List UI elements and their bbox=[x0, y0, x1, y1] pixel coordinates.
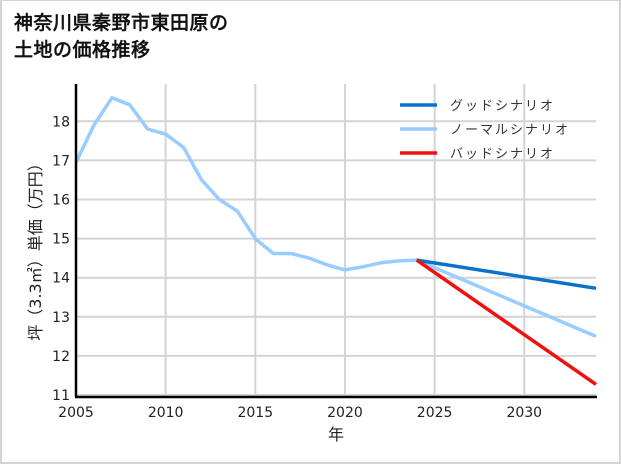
y-tick-label: 18 bbox=[52, 114, 70, 130]
chart-title: 神奈川県秦野市東田原の 土地の価格推移 bbox=[14, 10, 229, 64]
legend-label: ノーマルシナリオ bbox=[450, 123, 570, 138]
x-tick-label: 2020 bbox=[327, 405, 363, 421]
x-axis-label: 年 bbox=[328, 425, 344, 444]
chart-title-line2: 土地の価格推移 bbox=[14, 39, 151, 61]
y-axis-label: 坪（3.3㎡）単価（万円） bbox=[26, 155, 45, 340]
legend-label: グッドシナリオ bbox=[450, 99, 555, 114]
y-tick-label: 12 bbox=[52, 349, 70, 365]
y-tick-label: 13 bbox=[52, 310, 70, 326]
y-tick-label: 17 bbox=[52, 153, 70, 169]
y-tick-label: 16 bbox=[52, 193, 70, 209]
series-line bbox=[74, 96, 597, 339]
x-tick-label: 2025 bbox=[417, 405, 453, 421]
series-lines bbox=[74, 96, 597, 386]
y-tick-labels: 11 12 13 14 15 16 17 18 bbox=[52, 114, 70, 404]
x-tick-label: 2005 bbox=[58, 405, 94, 421]
y-tick-label: 11 bbox=[52, 388, 70, 404]
x-tick-label: 2015 bbox=[237, 405, 273, 421]
y-tick-label: 15 bbox=[52, 232, 70, 248]
series-line bbox=[416, 258, 597, 291]
chart-title-line1: 神奈川県秦野市東田原の bbox=[14, 12, 229, 34]
legend-label: バッドシナリオ bbox=[450, 147, 555, 162]
x-tick-label: 2010 bbox=[148, 405, 184, 421]
x-tick-label: 2030 bbox=[506, 405, 542, 421]
axes bbox=[74, 84, 597, 399]
series-line bbox=[415, 258, 597, 386]
y-tick-label: 14 bbox=[52, 271, 70, 287]
x-tick-labels: 2005 2010 2015 2020 2025 2030 bbox=[58, 405, 542, 421]
